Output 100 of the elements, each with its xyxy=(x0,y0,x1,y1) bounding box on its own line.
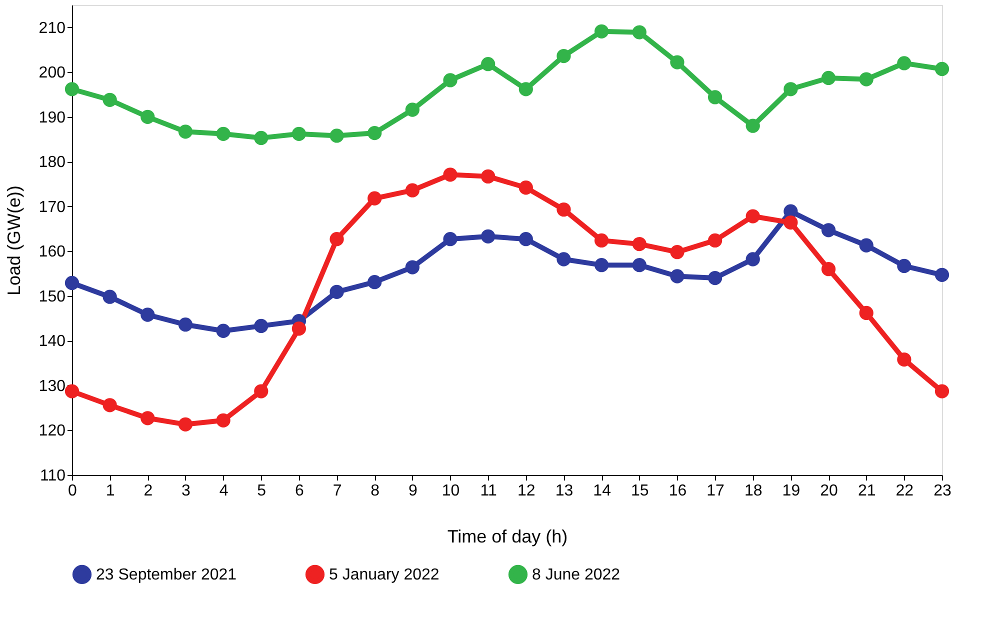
point xyxy=(64,276,80,290)
point xyxy=(708,270,722,286)
point xyxy=(859,306,874,320)
point xyxy=(481,169,496,184)
x-tick-label: 21 xyxy=(858,482,876,500)
point xyxy=(897,352,912,367)
point xyxy=(368,275,382,290)
x-tick-label: 6 xyxy=(295,482,304,500)
y-tick-label: 120 xyxy=(38,422,66,440)
point xyxy=(670,245,684,260)
point xyxy=(102,290,117,304)
point xyxy=(140,411,155,426)
point xyxy=(443,168,458,182)
x-tick-label: 7 xyxy=(332,482,342,500)
x-tick-label: 3 xyxy=(182,482,191,500)
legend-label: 23 September 2021 xyxy=(96,566,237,584)
point xyxy=(784,215,798,230)
x-tick-label: 23 xyxy=(934,482,952,500)
point xyxy=(405,260,420,274)
point xyxy=(481,229,496,244)
point xyxy=(594,24,609,38)
point xyxy=(330,284,344,299)
point xyxy=(102,398,117,412)
point xyxy=(140,308,155,322)
point xyxy=(670,55,684,70)
point xyxy=(64,82,80,96)
point xyxy=(292,322,306,336)
point xyxy=(443,73,458,88)
point xyxy=(746,209,760,224)
point xyxy=(708,233,722,248)
point xyxy=(216,126,230,141)
point xyxy=(140,110,155,124)
point xyxy=(556,202,571,217)
point xyxy=(178,318,193,332)
point xyxy=(481,57,496,72)
x-axis-title: Time of day (h) xyxy=(447,526,568,546)
point xyxy=(405,183,420,198)
x-tick-label: 2 xyxy=(144,482,153,500)
point xyxy=(254,384,268,398)
point xyxy=(934,384,950,398)
y-tick-label: 180 xyxy=(38,154,66,172)
point xyxy=(821,262,836,276)
y-tick-label: 150 xyxy=(38,288,66,306)
point xyxy=(934,62,950,76)
point xyxy=(368,191,382,206)
y-tick-label: 160 xyxy=(38,244,66,261)
point xyxy=(292,126,306,141)
point xyxy=(556,252,571,266)
point xyxy=(897,56,912,70)
point xyxy=(821,70,836,86)
point xyxy=(518,180,533,195)
point xyxy=(746,118,760,133)
point xyxy=(934,268,950,282)
point xyxy=(670,269,684,284)
x-tick-label: 1 xyxy=(106,482,115,500)
x-tick-label: 4 xyxy=(219,482,228,500)
point xyxy=(178,417,193,432)
x-tick-label: 16 xyxy=(668,482,687,500)
point xyxy=(632,258,646,272)
point xyxy=(405,102,420,117)
legend-label: 5 January 2022 xyxy=(329,566,440,584)
point xyxy=(632,236,646,252)
y-tick-label: 170 xyxy=(38,198,66,216)
x-tick-label: 13 xyxy=(555,482,574,500)
x-tick-label: 11 xyxy=(480,482,497,500)
y-tick-label: 190 xyxy=(38,109,66,126)
x-tick-label: 14 xyxy=(593,482,612,500)
point xyxy=(368,126,382,140)
point xyxy=(254,318,268,333)
y-tick-label: 110 xyxy=(40,468,66,484)
point xyxy=(518,232,533,246)
x-tick-label: 17 xyxy=(706,482,725,500)
point xyxy=(254,130,268,145)
x-tick-label: 10 xyxy=(442,482,460,500)
point xyxy=(102,92,117,107)
point xyxy=(330,128,344,143)
x-tick-label: 22 xyxy=(896,482,914,500)
legend-label: 8 June 2022 xyxy=(532,566,620,584)
x-tick-label: 8 xyxy=(370,482,380,500)
x-tick-label: 0 xyxy=(68,482,78,500)
point xyxy=(178,124,193,139)
point xyxy=(556,48,571,64)
point xyxy=(64,384,80,398)
x-tick-label: 12 xyxy=(518,482,536,500)
point xyxy=(784,82,798,96)
point xyxy=(594,258,609,272)
x-tick-label: 9 xyxy=(408,482,418,500)
point xyxy=(859,238,874,252)
point xyxy=(708,90,722,104)
x-tick-label: 19 xyxy=(782,482,800,500)
point xyxy=(216,324,230,338)
x-tick-label: 5 xyxy=(257,482,266,500)
x-tick-label: 20 xyxy=(820,482,838,500)
x-tick-label: 15 xyxy=(630,482,649,500)
point xyxy=(821,223,836,238)
point xyxy=(859,72,874,86)
y-tick-label: 130 xyxy=(38,378,66,395)
point xyxy=(330,232,344,246)
y-tick-label: 210 xyxy=(38,20,66,37)
point xyxy=(443,232,458,246)
